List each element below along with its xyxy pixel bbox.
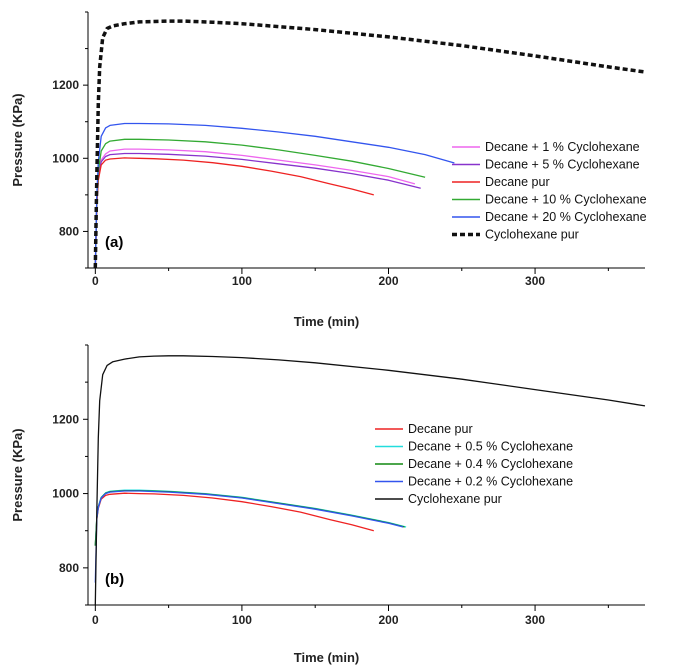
panel-label: (b) — [105, 571, 124, 588]
x-tick-label: 100 — [232, 613, 252, 627]
x-tick-label: 100 — [232, 274, 252, 288]
x-tick-label: 0 — [92, 274, 99, 288]
legend-label: Decane + 0.5 % Cyclohexane — [408, 440, 573, 454]
x-tick-label: 0 — [92, 613, 99, 627]
legend-label: Decane + 0.4 % Cyclohexane — [408, 457, 573, 471]
series-line-3 — [94, 490, 404, 583]
series-line-5 — [93, 19, 646, 269]
x-tick-label: 300 — [525, 613, 545, 627]
series-line-4 — [94, 122, 455, 269]
legend-label: Decane + 0.2 % Cyclohexane — [408, 475, 573, 489]
x-tick-label: 200 — [378, 613, 398, 627]
legend-label: Decane + 5 % Cyclohexane — [485, 158, 640, 172]
y-tick-label: 1200 — [52, 78, 79, 92]
series-line-4 — [94, 355, 646, 606]
y-axis-title: Pressure (KPa) — [10, 428, 25, 521]
y-tick-label: 1000 — [52, 487, 79, 501]
chart-panel-b: 800 1000 1200 0 100 200 300 Time (min) Pressure … — [10, 344, 646, 665]
series-line-3 — [94, 138, 426, 269]
legend: Decane pur Decane + 0.5 % Cyclohexane Deca… — [375, 422, 573, 506]
legend-label: Cyclohexane pur — [485, 228, 579, 242]
legend-label: Decane pur — [485, 175, 550, 189]
series-line-0 — [94, 148, 416, 269]
legend: Decane + 1 % Cyclohexane Decane + 5 % Cyc… — [452, 140, 647, 242]
y-tick-label: 1200 — [52, 412, 79, 426]
x-tick-label: 200 — [378, 274, 398, 288]
chart-panel-a: 800 1000 1200 0 100 200 300 Time (min) Pressure … — [10, 11, 647, 329]
panel-label: (a) — [105, 234, 123, 251]
series-line-1 — [94, 152, 421, 269]
series-line-2 — [94, 157, 374, 269]
legend-label: Decane pur — [408, 422, 473, 436]
y-tick-label: 1000 — [52, 151, 79, 165]
x-tick-label: 300 — [525, 274, 545, 288]
y-tick-label: 800 — [59, 224, 79, 238]
legend-label: Cyclohexane pur — [408, 492, 502, 506]
series-line-0 — [94, 492, 374, 546]
legend-label: Decane + 1 % Cyclohexane — [485, 140, 640, 154]
legend-label: Decane + 20 % Cyclohexane — [485, 210, 647, 224]
x-axis-title: Time (min) — [294, 314, 360, 329]
x-axis-title: Time (min) — [294, 650, 360, 665]
legend-label: Decane + 10 % Cyclohexane — [485, 193, 647, 207]
y-axis-title: Pressure (KPa) — [10, 93, 25, 186]
y-tick-label: 800 — [59, 561, 79, 575]
